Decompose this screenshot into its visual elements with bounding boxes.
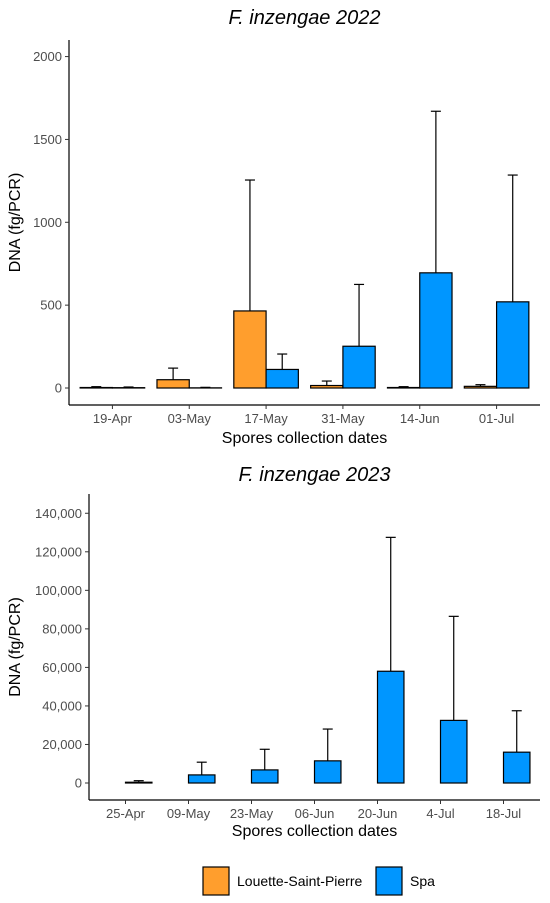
legend-label-louette: Louette-Saint-Pierre [237,873,363,889]
x-tick-label: 14-Jun [400,411,440,426]
bar-spa [376,670,405,784]
chart-title: F. inzengae 2023 [239,464,391,486]
x-tick-label: 19-Apr [93,411,133,426]
x-axis-title: Spores collection dates [222,430,387,447]
y-axis-title: DNA (fg/PCR) [7,173,24,273]
legend-swatch-louette [202,866,230,896]
y-tick-label: 500 [40,298,62,313]
y-tick-label: 1000 [33,215,62,230]
legend-label-spa: Spa [410,873,435,889]
legend-swatch-spa [375,866,403,896]
y-tick-label: 2000 [33,49,62,64]
chart-2022: F. inzengae 2022 0 500 1000 1500 2000 19-Apr 03… [7,7,540,447]
y-tick-label: 0 [75,776,82,791]
y-tick-label: 80,000 [42,621,82,636]
bar-spa [313,760,342,784]
bar-spa [419,272,453,389]
chart-2023: F. inzengae 2023 0 20,000 40,000 60,000 80,00… [7,464,540,840]
bar-louette [156,379,190,389]
x-tick-label: 09-May [167,806,211,821]
y-tick-label: 100,000 [35,583,82,598]
x-tick-label: 03-May [168,411,212,426]
x-tick-label: 17-May [244,411,288,426]
y-tick-label: 140,000 [35,506,82,521]
x-tick-label: 25-Apr [106,806,146,821]
bar-spa [439,719,468,784]
y-tick-label: 120,000 [35,544,82,559]
x-tick-label: 18-Jul [486,806,522,821]
y-tick-label: 20,000 [42,737,82,752]
y-axis-title: DNA (fg/PCR) [7,597,24,697]
x-tick-label: 31-May [321,411,365,426]
y-tick-label: 1500 [33,132,62,147]
bar-spa [187,774,216,784]
x-tick-label: 23-May [230,806,274,821]
bar-spa [265,368,299,389]
bar-spa [495,301,530,389]
bar-spa [250,769,279,784]
chart-title: F. inzengae 2022 [229,7,381,29]
legend: Louette-Saint-Pierre Spa [202,866,435,896]
bar-louette [233,310,267,389]
y-tick-label: 40,000 [42,698,82,713]
bar-spa [124,781,153,784]
bar-louette [463,385,498,389]
bar-spa [342,345,376,389]
bar-louette [310,384,344,389]
y-tick-label: 0 [55,381,62,396]
x-tick-label: 01-Jul [479,411,515,426]
bar-spa [502,751,531,784]
x-tick-label: 06-Jun [295,806,335,821]
y-tick-label: 60,000 [42,660,82,675]
x-axis-title: Spores collection dates [232,823,397,840]
x-tick-label: 20-Jun [358,806,398,821]
x-tick-label: 4-Jul [426,806,454,821]
